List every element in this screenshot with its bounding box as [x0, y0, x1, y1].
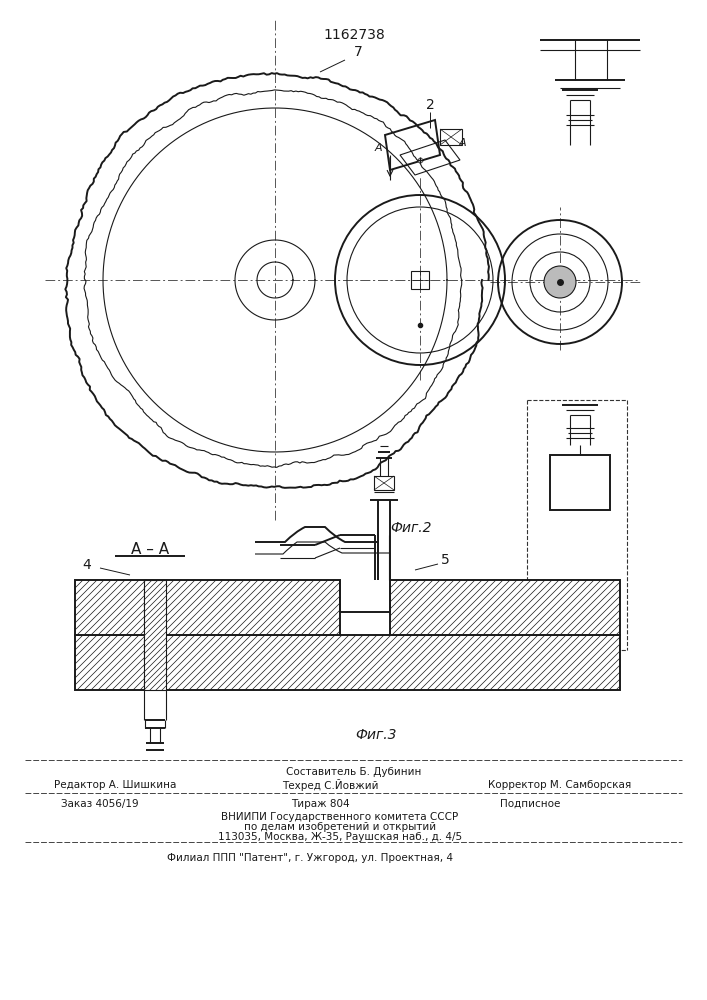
Text: Редактор А. Шишкина: Редактор А. Шишкина: [54, 780, 176, 790]
Text: по делам изобретений и открытий: по делам изобретений и открытий: [244, 822, 436, 832]
Text: Техред С.Йовжий: Техред С.Йовжий: [282, 779, 378, 791]
Bar: [75, 635, 620, 690]
Bar: [550, 455, 610, 510]
Text: 7: 7: [354, 45, 363, 59]
Text: Составитель Б. Дубинин: Составитель Б. Дубинин: [286, 767, 421, 777]
Bar: [440, 129, 462, 145]
Text: А: А: [458, 138, 466, 148]
Text: 1162738: 1162738: [323, 28, 385, 42]
Text: Корректор М. Самборская: Корректор М. Самборская: [489, 780, 631, 790]
Text: Фиг.3: Фиг.3: [355, 728, 397, 742]
Text: А: А: [374, 143, 382, 153]
Text: 5: 5: [440, 553, 450, 567]
Text: ВНИИПИ Государственного комитета СССР: ВНИИПИ Государственного комитета СССР: [221, 812, 459, 822]
Bar: [75, 580, 340, 635]
Text: Филиал ППП "Патент", г. Ужгород, ул. Проектная, 4: Филиал ППП "Патент", г. Ужгород, ул. Про…: [167, 853, 453, 863]
Bar: [144, 580, 166, 690]
Text: 4: 4: [83, 558, 91, 572]
Text: Тираж 804: Тираж 804: [291, 799, 349, 809]
Bar: [374, 476, 394, 490]
Text: Заказ 4056/19: Заказ 4056/19: [62, 799, 139, 809]
Circle shape: [544, 266, 576, 298]
Bar: [390, 580, 620, 635]
Text: А – А: А – А: [131, 542, 169, 558]
Text: Фиг.2: Фиг.2: [390, 521, 431, 535]
Text: 2: 2: [426, 98, 434, 112]
Text: Подписное: Подписное: [500, 799, 560, 809]
Text: 113035, Москва, Ж-35, Раушская наб., д. 4/5: 113035, Москва, Ж-35, Раушская наб., д. …: [218, 832, 462, 842]
Bar: [411, 271, 429, 289]
